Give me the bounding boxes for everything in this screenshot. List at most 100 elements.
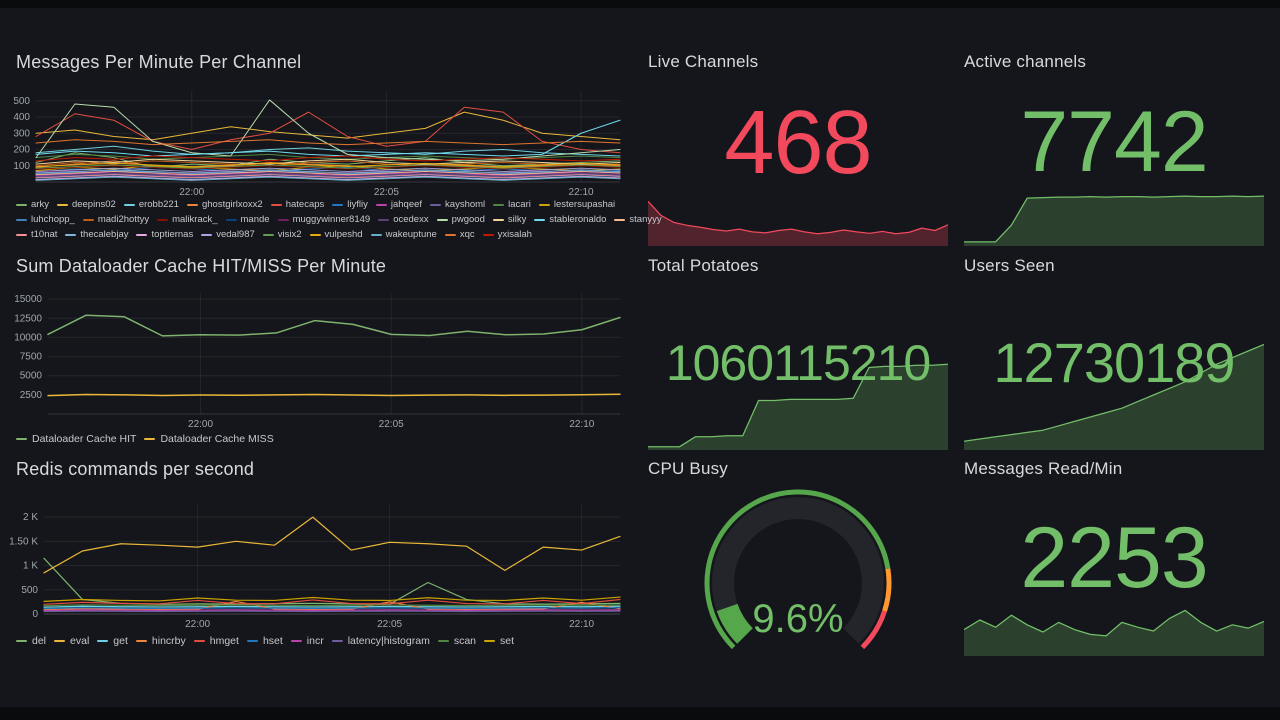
legend-color-icon [186,203,198,206]
sparkline-svg [964,609,1264,656]
panel-title-dataloader[interactable]: Sum Dataloader Cache HIT/MISS Per Minute [16,256,387,276]
legend-label: scan [453,635,477,647]
legend-color-icon [370,233,382,236]
panel-title-messages-per-minute[interactable]: Messages Per Minute Per Channel [16,52,302,72]
panel-title-total-potatoes[interactable]: Total Potatoes [648,256,759,275]
legend-item[interactable]: scan [437,635,477,647]
legend-item[interactable]: arky [16,199,49,210]
panel-title-live-channels[interactable]: Live Channels [648,52,759,71]
panel-title-cpu-busy[interactable]: CPU Busy [648,459,729,478]
legend-item[interactable]: wakeuptune [370,229,437,240]
legend-item[interactable]: deepins02 [56,199,116,210]
legend-item[interactable]: mande [225,214,270,225]
legend-color-icon [16,640,27,642]
legend-item[interactable]: yxisalah [482,229,532,240]
messages-per-minute-chart[interactable]: 100 200 300 400 500 22:00 22:05 22:10 [8,86,626,198]
legend-color-icon [201,233,213,236]
svg-text:22:10: 22:10 [569,419,594,430]
legend-item[interactable]: luhchopp_ [16,214,75,225]
legend-label: hset [262,635,283,647]
legend-item[interactable]: muggywinner8149 [277,214,370,225]
redis-chart[interactable]: 0 500 1 K 1.50 K 2 K 22:00 22:05 22:10 [8,500,626,630]
legend-color-icon [54,640,66,642]
legend-label: eval [70,635,90,647]
legend-item[interactable]: erobb221 [123,199,179,210]
legend-color-icon [123,203,135,206]
live-channels-sparkline [648,199,948,246]
legend-item[interactable]: pwgood [436,214,485,225]
legend-label: luhchopp_ [31,214,75,225]
legend-item[interactable]: silky [492,214,527,225]
panel-title-active-channels[interactable]: Active channels [964,52,1087,71]
legend-item[interactable]: xqc [444,229,475,240]
svg-text:100: 100 [13,161,30,172]
legend-item[interactable]: liyfliy [332,199,368,210]
svg-text:5000: 5000 [20,371,43,382]
legend-item[interactable]: hincrby [135,635,186,647]
legend-item[interactable]: lacari [493,199,531,210]
legend-label: ghostgirlxoxx2 [201,199,263,210]
legend-item[interactable]: visix2 [262,229,302,240]
legend-item[interactable]: malikrack_ [157,214,218,225]
legend-item[interactable]: kayshoml [430,199,485,210]
legend-item[interactable]: latency|histogram [331,635,430,647]
legend-item[interactable]: get [97,635,128,647]
active-channels-sparkline [964,194,1264,246]
legend-label: visix2 [277,229,302,240]
legend-label: xqc [459,229,475,240]
legend-label: jahqeef [390,199,423,210]
legend-color-icon [534,218,546,221]
legend-color-icon [157,218,169,221]
legend-label: silky [507,214,527,225]
svg-text:400: 400 [13,112,30,123]
legend-label: toptiernas [151,229,194,240]
legend-item[interactable]: stableronaldo [534,214,606,225]
legend-color-icon [16,203,27,206]
legend-item[interactable]: vedal987 [201,229,255,240]
top-letterbox [0,0,1280,8]
legend-label: deepins02 [71,199,116,210]
legend-item[interactable]: hmget [193,635,239,647]
legend-item[interactable]: thecalebjay [65,229,128,240]
svg-text:9.6%: 9.6% [752,597,843,641]
legend-color-icon [56,203,68,206]
legend-color-icon [246,640,258,642]
legend-label: vedal987 [216,229,255,240]
legend-label: incr [306,635,324,647]
sparkline-svg [648,363,948,450]
dataloader-chart[interactable]: 2500 5000 7500 10000 12500 15000 22:00 22:05 22:… [8,288,626,430]
legend-item[interactable]: ocedexx [378,214,429,225]
legend-item[interactable]: madi2hottyy [82,214,149,225]
legend-item[interactable]: jahqeef [375,199,423,210]
legend-color-icon [331,640,343,642]
legend-item[interactable]: ghostgirlxoxx2 [186,199,263,210]
total-potatoes-value: 1060115210 [665,335,931,391]
legend-item[interactable]: eval [54,635,89,647]
svg-text:22:00: 22:00 [185,619,210,630]
legend-label: malikrack_ [172,214,218,225]
legend-color-icon [332,203,344,206]
legend-item[interactable]: vulpeshd [309,229,363,240]
legend-row: luhchopp_ madi2hottyy malikrack_ mande muggy… [16,214,662,225]
legend-item[interactable]: hatecaps [270,199,324,210]
legend-label: get [113,635,128,647]
svg-text:22:10: 22:10 [569,187,594,198]
legend-item[interactable]: toptiernas [136,229,193,240]
legend-color-icon [309,233,321,236]
legend-label: arky [31,199,49,210]
legend-item[interactable]: Dataloader Cache MISS [144,433,274,445]
legend-item[interactable]: incr [290,635,324,647]
legend-item[interactable]: hset [246,635,283,647]
legend-item[interactable]: t10nat [16,229,57,240]
legend-item[interactable]: lestersupashai [538,199,615,210]
panel-title-messages-read[interactable]: Messages Read/Min [964,459,1123,478]
legend-item[interactable]: set [484,635,514,647]
legend-color-icon [270,203,282,206]
panel-title-users-seen[interactable]: Users Seen [964,256,1055,275]
panel-title-redis[interactable]: Redis commands per second [16,459,255,479]
svg-text:7500: 7500 [20,352,43,363]
legend-item[interactable]: del [16,635,46,647]
legend-label: stableronaldo [549,214,607,225]
legend-item[interactable]: stanyyy [614,214,662,225]
legend-item[interactable]: Dataloader Cache HIT [16,433,136,445]
